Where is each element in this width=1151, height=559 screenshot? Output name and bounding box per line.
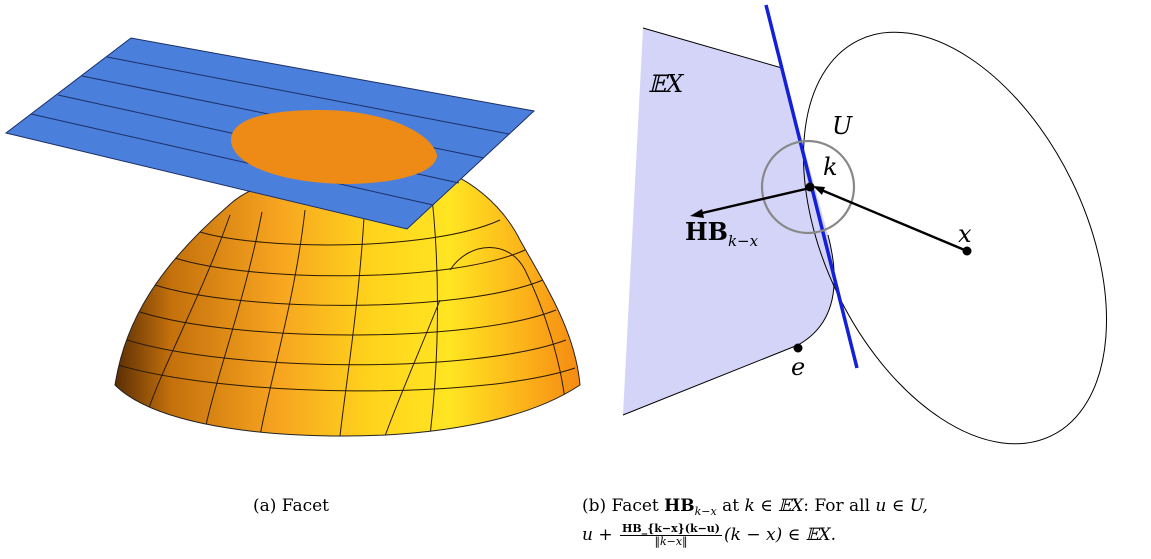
- caption-b-line2: u + HB_{k−x}(k−u) ‖k−x‖ (k − x) ∈ 𝔼X.: [582, 522, 837, 548]
- neighborhood-U: [760, 139, 856, 235]
- caption-fraction: HB_{k−x}(k−u) ‖k−x‖: [620, 522, 722, 548]
- caption-a-text: (a) Facet: [253, 496, 329, 516]
- caption-b: (b) Facet HBk−x at k ∈ 𝔼X: For all u ∈ U…: [582, 495, 1147, 548]
- arrowhead-HB: [690, 209, 704, 218]
- point-k: [805, 182, 815, 192]
- point-e: [793, 343, 803, 353]
- dome-grid-lines: [117, 179, 576, 436]
- dome-surface: [114, 164, 581, 437]
- arrowhead-k: [813, 186, 825, 195]
- label-HB: HBk−x: [685, 217, 759, 250]
- label-U: U: [832, 112, 853, 140]
- caption-b-line1: (b) Facet HBk−x at k ∈ 𝔼X: For all u ∈ U…: [582, 496, 928, 518]
- caption-a: (a) Facet: [253, 495, 329, 517]
- vector-x-to-k: [813, 186, 968, 253]
- label-k: k: [823, 153, 838, 181]
- convex-region-EX: [622, 27, 835, 416]
- label-EX: 𝔼X: [648, 70, 684, 98]
- point-x: [962, 246, 972, 256]
- region-EX-fill: [623, 28, 835, 415]
- label-x: x: [958, 220, 972, 248]
- facet-disc: [231, 110, 437, 184]
- tangent-plane: [4, 37, 536, 230]
- label-e: e: [791, 353, 805, 381]
- region-EX-boundary: [622, 27, 835, 416]
- vector-HB: [690, 186, 811, 218]
